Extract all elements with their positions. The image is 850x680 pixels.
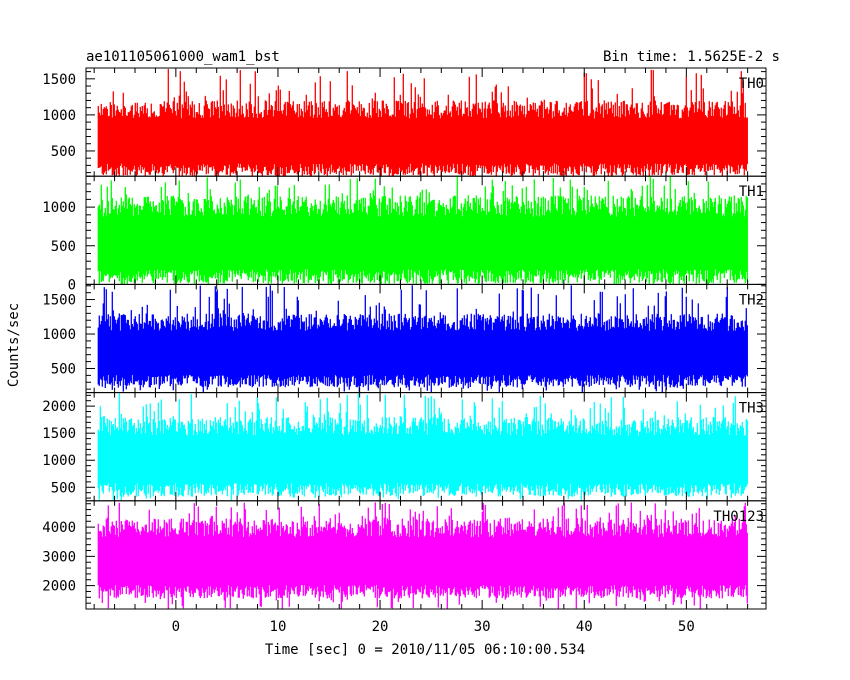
panel-label: TH2 bbox=[739, 292, 764, 308]
panel-th1: 0 500 1000 TH1 bbox=[42, 175, 767, 293]
panel-th3: 500 1000 1500 2000 TH3 bbox=[42, 392, 767, 502]
panel-label: TH0 bbox=[739, 76, 764, 92]
panel-th0123: 2000 3000 4000 TH0123 bbox=[42, 500, 767, 610]
y-tick-label: 2000 bbox=[42, 399, 76, 415]
series-th3 bbox=[97, 392, 748, 501]
y-tick-label: 500 bbox=[51, 239, 76, 255]
bin-time-label: Bin time: 1.5625E-2 s bbox=[603, 49, 780, 65]
x-tick-label: 30 bbox=[474, 619, 491, 635]
y-tick-label: 4000 bbox=[42, 520, 76, 536]
y-axis-label: Counts/sec bbox=[6, 303, 22, 387]
x-axis-label: Time [sec] 0 = 2010/11/05 06:10:00.534 bbox=[265, 642, 585, 658]
series-th1 bbox=[97, 176, 748, 285]
series-th0123 bbox=[97, 502, 748, 609]
y-tick-label: 500 bbox=[51, 361, 76, 377]
y-tick-label: 500 bbox=[51, 480, 76, 496]
panel-label: TH1 bbox=[739, 184, 764, 200]
y-tick-label: 2000 bbox=[42, 579, 76, 595]
y-tick-label: 1000 bbox=[42, 200, 76, 216]
series-th0 bbox=[97, 69, 748, 177]
panel-th0: 500 1000 1500 TH0 bbox=[42, 67, 767, 177]
panel-label: TH0123 bbox=[713, 509, 764, 525]
x-tick-label: 20 bbox=[372, 619, 389, 635]
y-tick-label: 1000 bbox=[42, 453, 76, 469]
y-tick-label: 0 bbox=[68, 277, 76, 293]
panel-th2: 500 1000 1500 TH2 bbox=[42, 283, 767, 394]
x-tick-label: 0 bbox=[172, 619, 180, 635]
y-tick-label: 3000 bbox=[42, 549, 76, 565]
y-tick-label: 1500 bbox=[42, 72, 76, 88]
y-tick-label: 500 bbox=[51, 144, 76, 160]
x-tick-label: 10 bbox=[270, 619, 287, 635]
x-tick-label: 50 bbox=[678, 619, 695, 635]
y-tick-label: 1500 bbox=[42, 293, 76, 309]
panel-frame bbox=[85, 500, 767, 610]
y-tick-label: 1000 bbox=[42, 327, 76, 343]
series-th2 bbox=[97, 285, 748, 393]
chart-title: ae101105061000_wam1_bst bbox=[86, 49, 280, 65]
y-tick-label: 1000 bbox=[42, 108, 76, 124]
x-tick-label: 40 bbox=[576, 619, 593, 635]
y-tick-label: 1500 bbox=[42, 426, 76, 442]
panel-label: TH3 bbox=[739, 401, 764, 417]
